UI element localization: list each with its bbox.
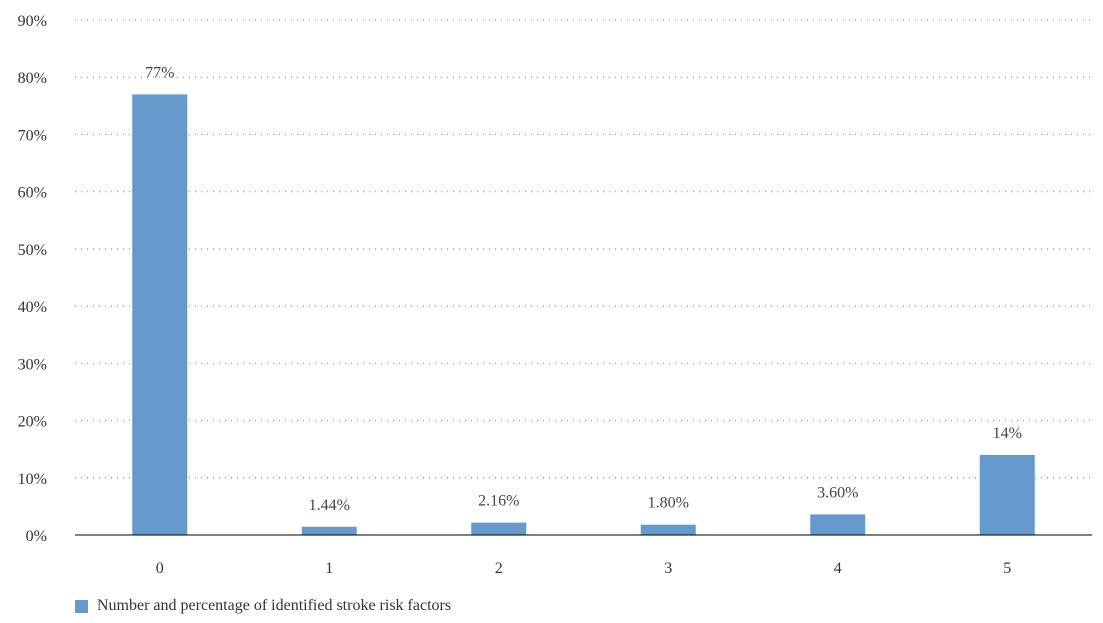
bar-0 (132, 94, 188, 535)
y-tick-label: 60% (18, 185, 47, 202)
bar-2 (471, 522, 527, 535)
data-label: 77% (145, 64, 174, 81)
y-tick-label: 70% (18, 127, 47, 144)
y-tick-label: 50% (18, 242, 47, 259)
data-label: 3.60% (817, 484, 858, 501)
bar-4 (810, 514, 866, 535)
legend-label: Number and percentage of identified stro… (97, 597, 452, 614)
x-axis-ticks: 0 1 2 3 4 5 (156, 560, 1012, 577)
y-tick-label: 90% (18, 13, 47, 30)
legend: Number and percentage of identified stro… (75, 597, 451, 615)
bar-5 (979, 454, 1035, 535)
x-tick-label: 2 (495, 560, 503, 577)
legend-swatch (75, 599, 88, 613)
y-tick-label: 10% (18, 471, 47, 488)
bar-1 (301, 526, 357, 535)
bar-3 (640, 524, 696, 535)
y-tick-label: 20% (18, 414, 47, 431)
y-axis-ticks: 0% 10% 20% 30% 40% 50% 60% 70% 80% 90% (18, 13, 47, 545)
y-tick-label: 30% (18, 356, 47, 373)
bars (132, 94, 1035, 535)
data-label: 2.16% (478, 493, 519, 510)
x-tick-label: 5 (1003, 560, 1011, 577)
data-label: 1.44% (309, 497, 350, 514)
gridlines (75, 19, 1092, 479)
x-tick-label: 3 (664, 560, 672, 577)
data-label: 14% (993, 425, 1022, 442)
data-labels: 77% 1.44% 2.16% 1.80% 3.60% 14% (145, 64, 1022, 513)
y-tick-label: 40% (18, 299, 47, 316)
x-tick-label: 1 (325, 560, 333, 577)
y-tick-label: 0% (26, 528, 47, 545)
y-tick-label: 80% (18, 70, 47, 87)
x-tick-label: 0 (156, 560, 164, 577)
data-label: 1.80% (648, 495, 689, 512)
x-tick-label: 4 (834, 560, 842, 577)
